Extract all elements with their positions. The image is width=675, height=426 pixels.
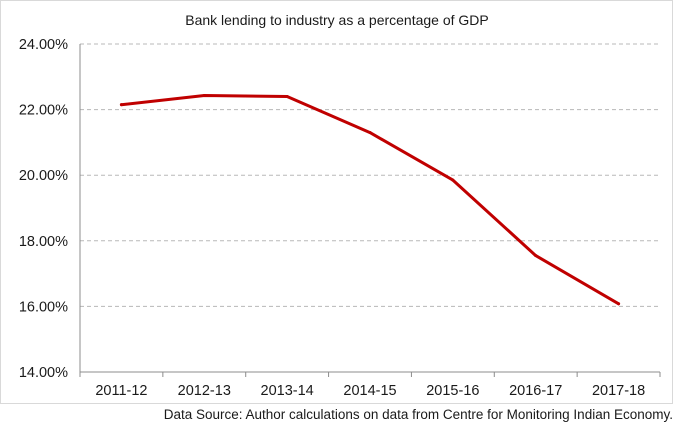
x-tick-label: 2016-17	[509, 383, 562, 399]
data-point	[368, 131, 372, 135]
data-point	[534, 254, 538, 258]
x-tick-label: 2013-14	[261, 383, 314, 399]
data-point	[119, 103, 123, 107]
data-point	[617, 302, 621, 306]
x-tick-labels: 2011-12 2012-13 2013-14 2014-15 2015-16 2016-…	[95, 383, 645, 399]
x-tick-label: 2011-12	[95, 383, 147, 399]
y-tick-label: 16.00%	[19, 299, 68, 315]
series-layer	[119, 93, 621, 306]
y-tick-label: 14.00%	[19, 365, 68, 381]
data-point	[451, 178, 455, 182]
chart-frame	[0, 0, 673, 404]
line-chart: Bank lending to industry as a percentage…	[19, 12, 661, 399]
x-tick-label: 2012-13	[178, 383, 231, 399]
x-tick-label: 2015-16	[426, 383, 479, 399]
data-point	[285, 94, 289, 98]
data-source-note: Data Source: Author calculations on data…	[163, 407, 673, 422]
axes	[79, 44, 661, 377]
series-line	[119, 94, 621, 306]
y-tick-labels: 14.00% 16.00% 18.00% 20.00% 22.00% 24.00%	[19, 37, 68, 381]
gridlines	[80, 43, 660, 307]
y-tick-label: 20.00%	[19, 168, 68, 184]
y-tick-label: 18.00%	[19, 234, 68, 250]
y-tick-label: 24.00%	[19, 37, 68, 53]
chart-title: Bank lending to industry as a percentage…	[185, 12, 489, 28]
y-tick-label: 22.00%	[19, 103, 68, 119]
x-tick-label: 2014-15	[343, 383, 396, 399]
data-point	[202, 93, 206, 97]
x-tick-label: 2017-18	[592, 383, 645, 399]
